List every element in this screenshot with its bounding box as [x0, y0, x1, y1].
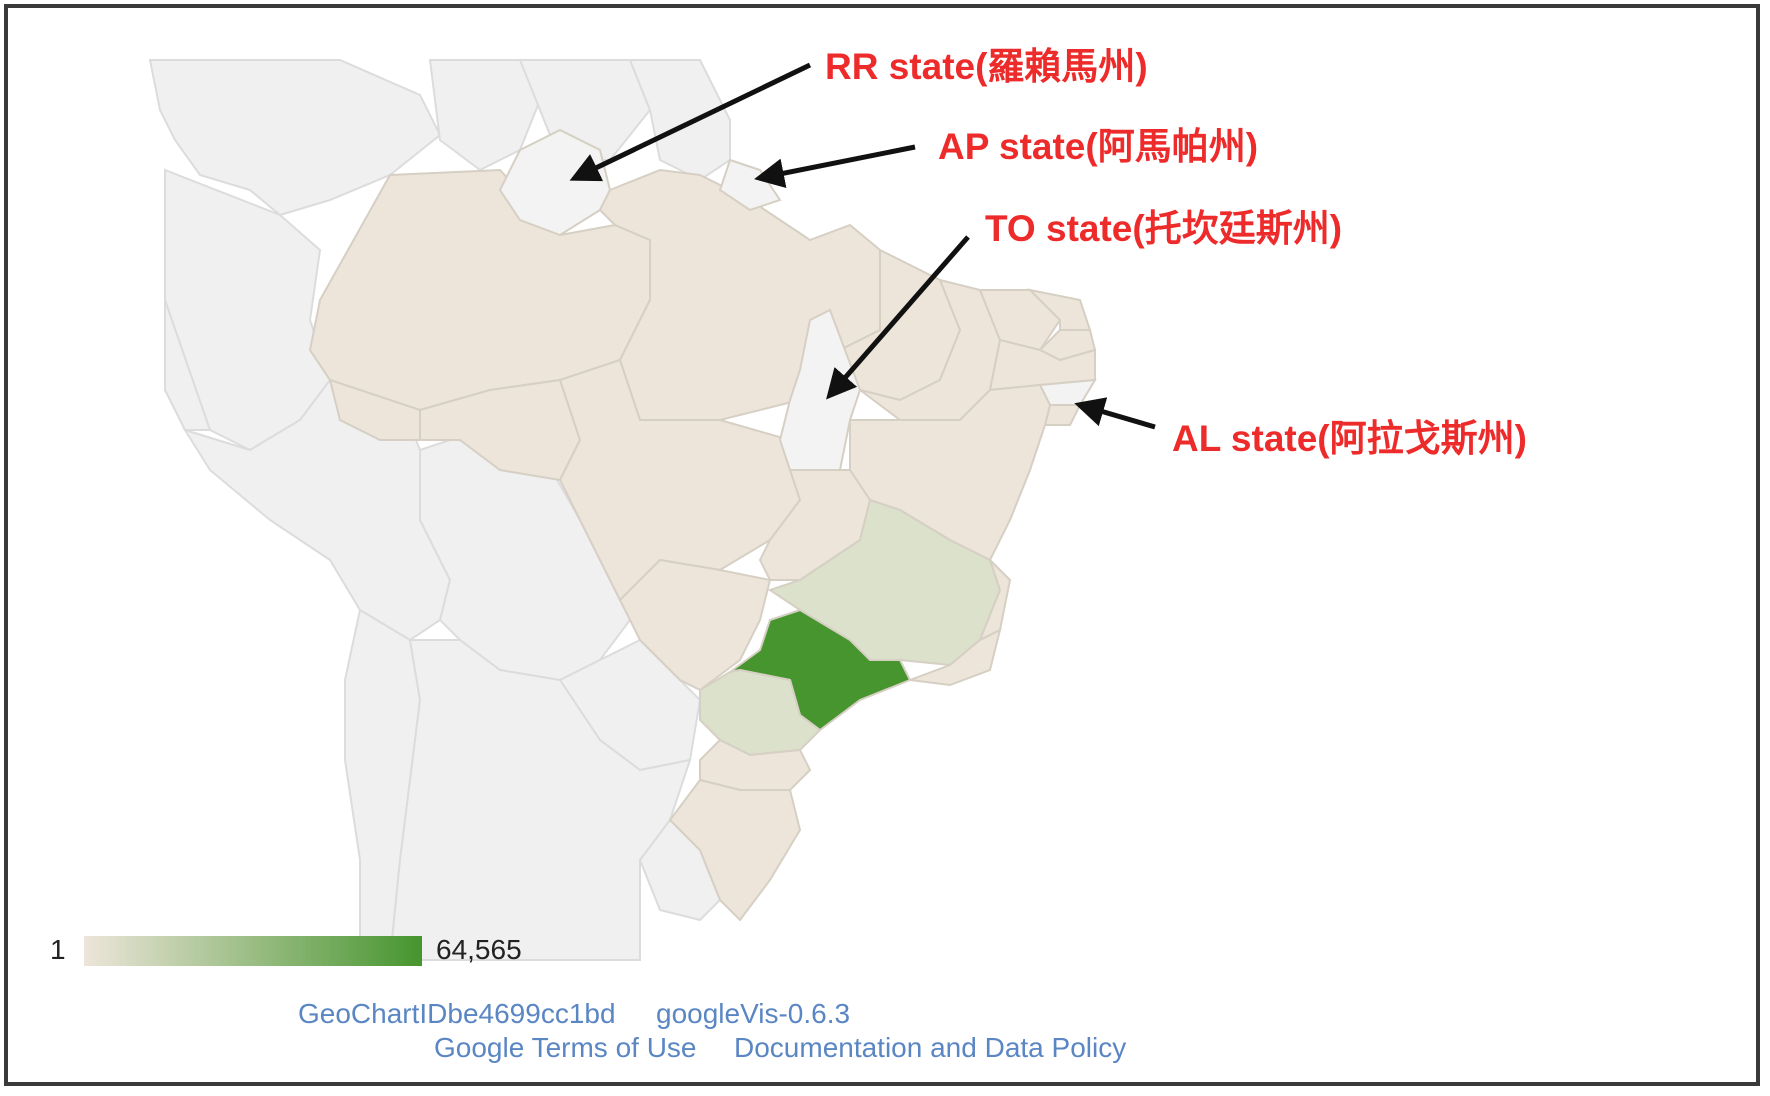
annotation-arrows	[569, 62, 1156, 430]
arrow-al	[1074, 397, 1156, 430]
chart-id-link[interactable]: GeoChartIDbe4699cc1bd	[298, 998, 616, 1029]
legend-max-label: 64,565	[436, 934, 522, 965]
legend-min-label: 1	[50, 934, 66, 965]
state-acre	[328, 378, 421, 441]
google-terms-link[interactable]: Google Terms of Use	[434, 1032, 697, 1063]
data-policy-link[interactable]: Documentation and Data Policy	[734, 1032, 1127, 1063]
country-french-guiana	[628, 59, 731, 182]
legend-gradient-bar	[84, 936, 422, 966]
annotation-ap-label: AP state(阿馬帕州)	[938, 126, 1259, 167]
annotation-al-label: AL state(阿拉戈斯州)	[1172, 418, 1527, 459]
googlevis-version-link[interactable]: googleVis-0.6.3	[656, 998, 851, 1029]
state-ceara	[978, 289, 1062, 352]
annotation-rr-label: RR state(羅賴馬州)	[825, 46, 1148, 87]
arrow-to	[826, 235, 970, 400]
annotation-to-label: TO state(托坎廷斯州)	[985, 208, 1343, 249]
arrow-ap	[754, 144, 916, 189]
state-rio-grande-do-sul	[668, 778, 802, 922]
neighbor-countries	[148, 59, 731, 961]
country-venezuela	[148, 59, 442, 217]
arrow-rr	[569, 62, 812, 182]
